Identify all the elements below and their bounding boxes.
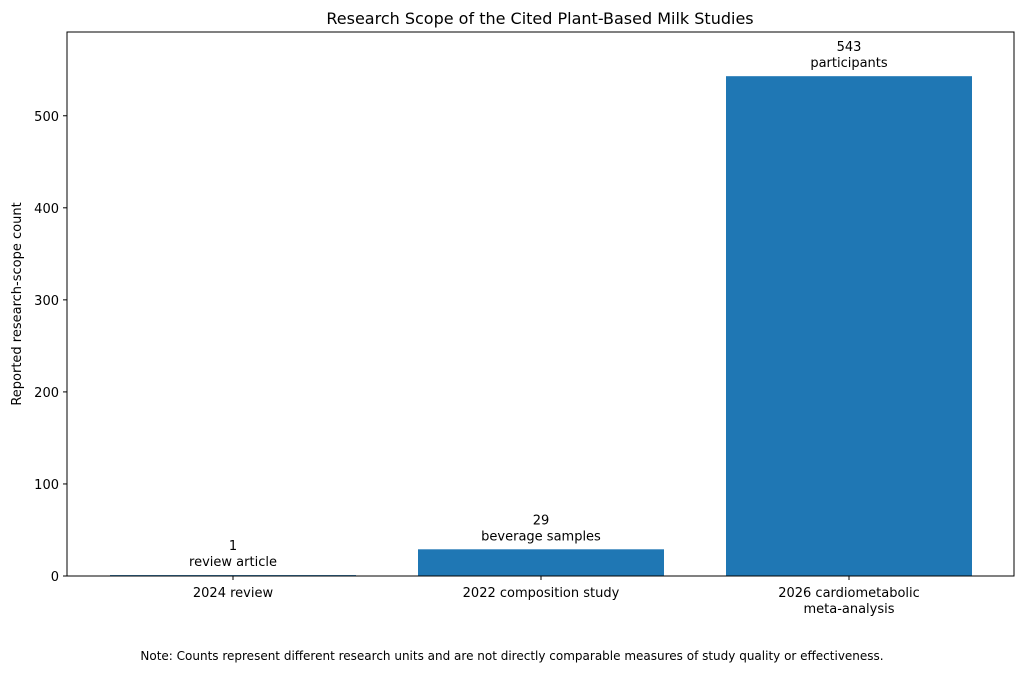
- x-tick-label: meta-analysis: [803, 602, 894, 617]
- bar: [418, 549, 664, 576]
- y-axis: 0 100 200 300 400 500: [34, 110, 67, 585]
- bars-layer: [110, 76, 972, 576]
- data-label: review article: [189, 555, 277, 570]
- data-label: beverage samples: [481, 529, 601, 544]
- x-tick-label: 2026 cardiometabolic: [778, 586, 920, 601]
- data-label: 29: [533, 513, 550, 528]
- y-tick-label: 500: [34, 110, 59, 125]
- chart-title: Research Scope of the Cited Plant-Based …: [326, 9, 753, 28]
- x-axis: 2024 review 2022 composition study 2026 ca…: [193, 576, 920, 617]
- y-axis-label: Reported research-scope count: [10, 202, 25, 405]
- y-tick-label: 0: [51, 570, 59, 585]
- bar: [726, 76, 972, 576]
- y-tick-label: 200: [34, 386, 59, 401]
- y-tick-label: 400: [34, 202, 59, 217]
- x-tick-label: 2022 composition study: [463, 586, 620, 601]
- x-tick-label: 2024 review: [193, 586, 274, 601]
- data-label: 543: [837, 40, 862, 55]
- y-tick-label: 100: [34, 478, 59, 493]
- y-tick-label: 300: [34, 294, 59, 309]
- chart-note: Note: Counts represent different researc…: [140, 649, 883, 663]
- data-label: 1: [229, 539, 237, 554]
- data-label: participants: [810, 56, 888, 71]
